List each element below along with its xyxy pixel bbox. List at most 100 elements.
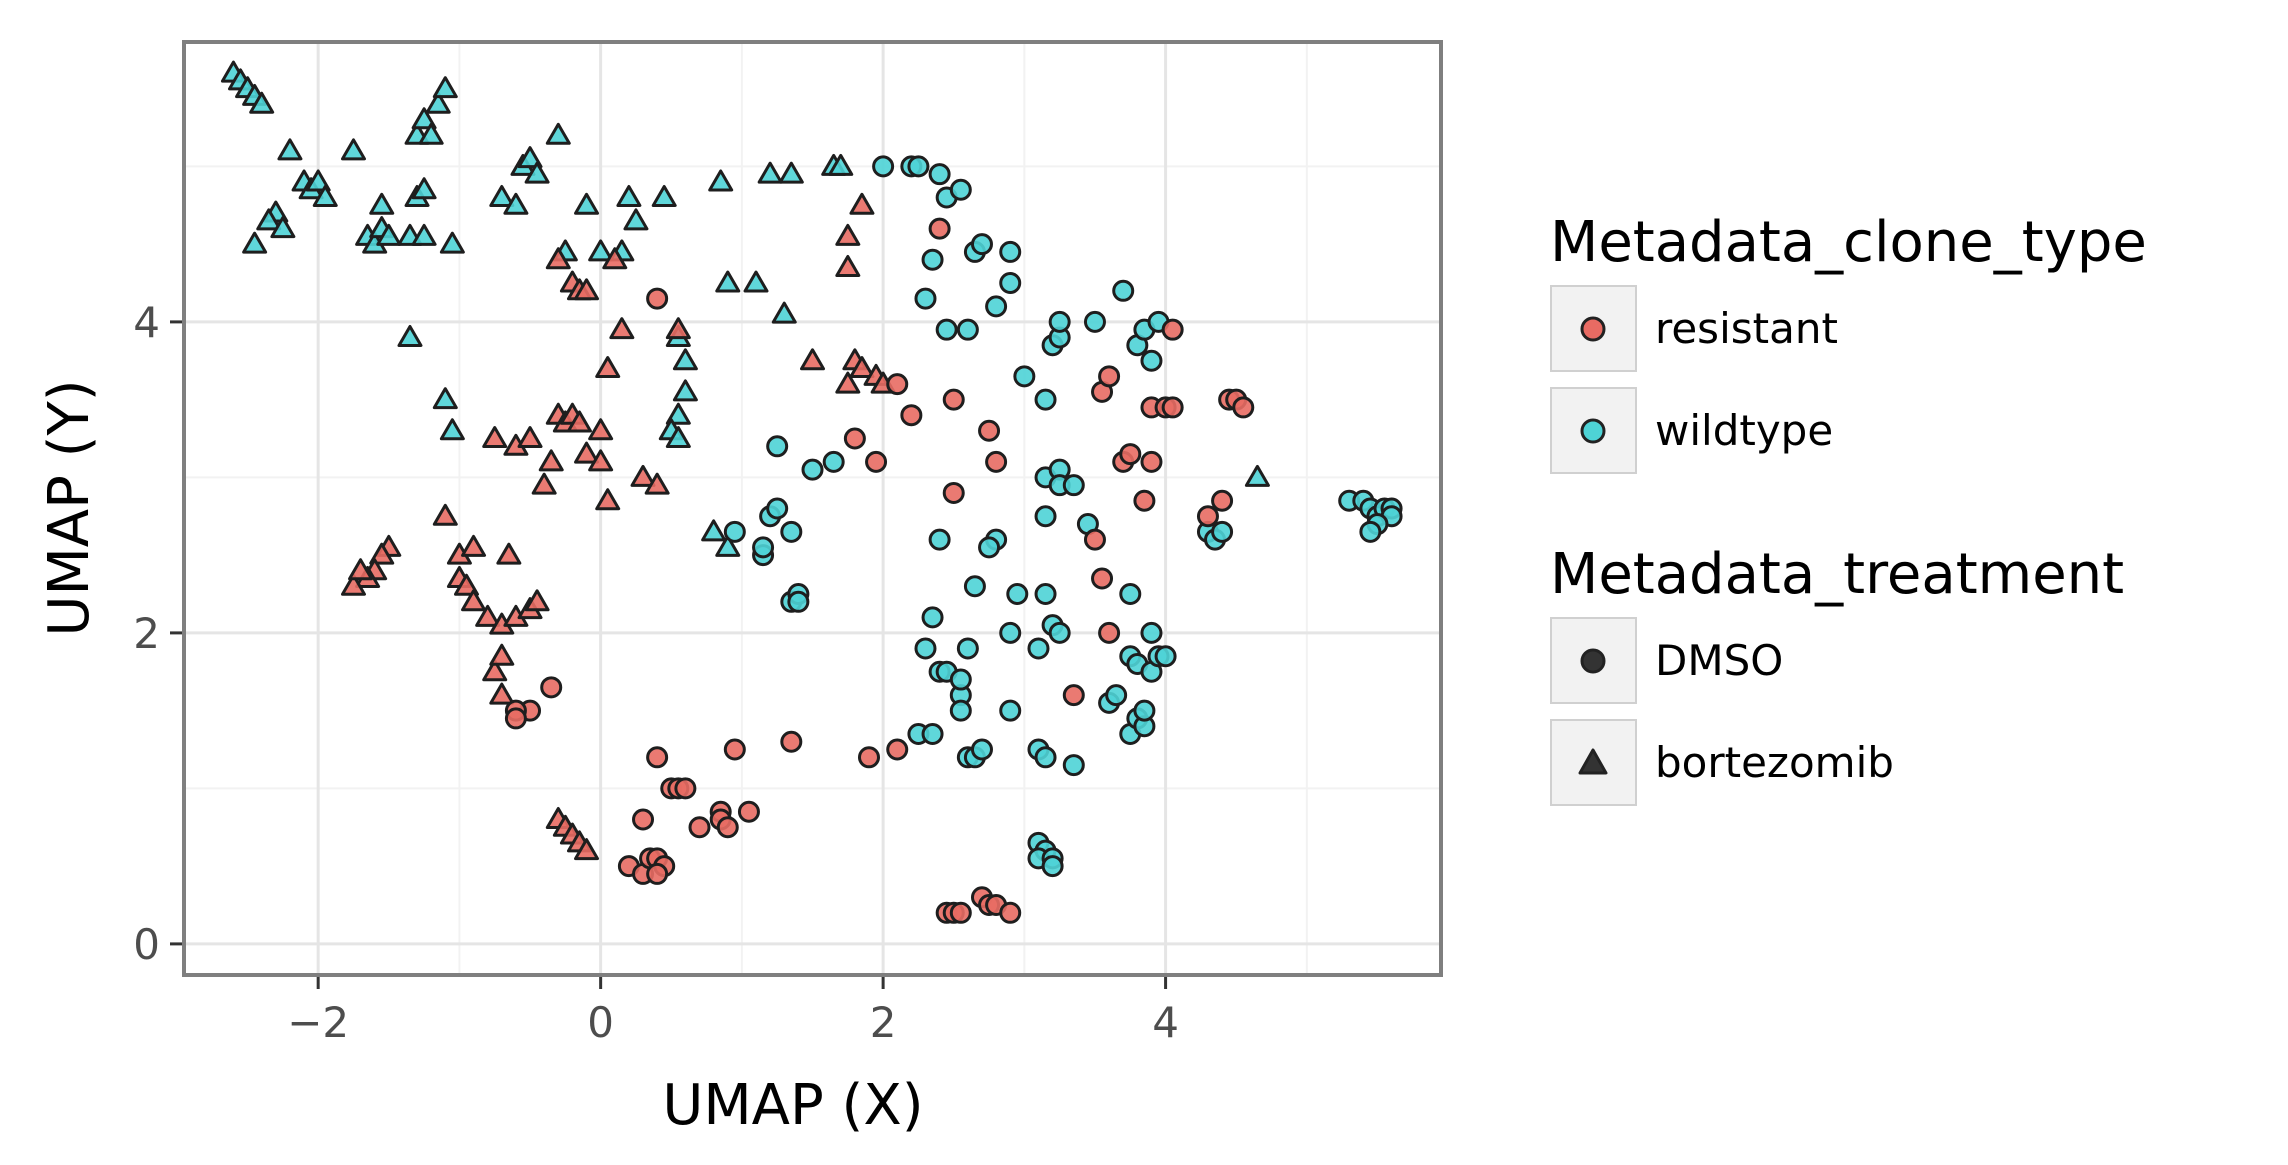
point-wildtype-dmso bbox=[999, 272, 1022, 295]
point-resistant-dmso bbox=[1119, 443, 1142, 466]
point-wildtype-dmso bbox=[970, 233, 993, 256]
point-wildtype-bortezomib bbox=[715, 270, 741, 293]
point-resistant-dmso bbox=[857, 746, 880, 769]
point-resistant-bortezomib bbox=[849, 356, 875, 379]
point-resistant-dmso bbox=[504, 707, 527, 730]
point-wildtype-dmso bbox=[1112, 279, 1135, 302]
point-wildtype-bortezomib bbox=[588, 239, 614, 262]
point-wildtype-dmso bbox=[914, 287, 937, 310]
point-resistant-bortezomib bbox=[835, 371, 861, 394]
point-resistant-bortezomib bbox=[489, 643, 515, 666]
point-resistant-bortezomib bbox=[496, 542, 522, 565]
point-wildtype-bortezomib bbox=[439, 418, 465, 441]
point-wildtype-dmso bbox=[1140, 349, 1163, 372]
point-resistant-dmso bbox=[780, 730, 803, 753]
point-resistant-bortezomib bbox=[595, 488, 621, 511]
point-wildtype-bortezomib bbox=[489, 185, 515, 207]
points-layer bbox=[220, 60, 1403, 924]
plot-border bbox=[182, 40, 1443, 977]
point-resistant-dmso bbox=[1196, 505, 1219, 528]
point-wildtype-dmso bbox=[1133, 699, 1156, 722]
point-resistant-bortezomib bbox=[835, 223, 861, 246]
point-wildtype-bortezomib bbox=[411, 177, 437, 200]
point-wildtype-dmso bbox=[970, 738, 993, 761]
point-resistant-dmso bbox=[1232, 396, 1255, 419]
point-resistant-dmso bbox=[886, 738, 909, 761]
legend-clone-type: Metadata_clone_type resistant wildtype bbox=[1550, 210, 2147, 474]
point-wildtype-dmso bbox=[801, 458, 824, 481]
point-resistant-dmso bbox=[886, 373, 909, 396]
point-wildtype-bortezomib bbox=[418, 122, 444, 145]
point-wildtype-dmso bbox=[914, 637, 937, 660]
x-tick-label: 2 bbox=[870, 998, 897, 1047]
y-axis-title: UMAP (Y) bbox=[37, 379, 102, 636]
point-resistant-bortezomib bbox=[453, 573, 479, 596]
point-resistant-dmso bbox=[1098, 621, 1121, 644]
point-wildtype-dmso bbox=[723, 520, 746, 543]
point-wildtype-dmso bbox=[1062, 754, 1085, 777]
point-resistant-dmso bbox=[646, 746, 669, 769]
point-resistant-bortezomib bbox=[538, 449, 564, 472]
legend-label-dmso: DMSO bbox=[1655, 636, 1783, 685]
point-wildtype-dmso bbox=[935, 318, 958, 341]
point-wildtype-dmso bbox=[921, 722, 944, 745]
point-resistant-dmso bbox=[646, 862, 669, 885]
point-resistant-dmso bbox=[942, 481, 965, 504]
point-resistant-bortezomib bbox=[644, 472, 670, 495]
y-tick-label: 2 bbox=[133, 609, 160, 658]
point-resistant-dmso bbox=[1091, 567, 1114, 590]
legend-treatment: Metadata_treatment DMSO bortezomib bbox=[1550, 542, 2124, 806]
point-wildtype-dmso bbox=[1013, 365, 1036, 388]
point-resistant-bortezomib bbox=[461, 589, 487, 612]
point-wildtype-bortezomib bbox=[651, 185, 677, 207]
point-resistant-bortezomib bbox=[531, 472, 557, 495]
point-resistant-bortezomib bbox=[665, 317, 691, 340]
point-resistant-dmso bbox=[1140, 450, 1163, 473]
point-wildtype-dmso bbox=[766, 435, 789, 458]
point-wildtype-bortezomib bbox=[757, 161, 783, 184]
point-resistant-dmso bbox=[999, 901, 1022, 924]
point-wildtype-dmso bbox=[1154, 645, 1177, 668]
point-wildtype-dmso bbox=[1083, 310, 1106, 333]
point-wildtype-dmso bbox=[1062, 474, 1085, 497]
y-tick-label: 0 bbox=[133, 920, 160, 969]
point-wildtype-dmso bbox=[1105, 684, 1128, 707]
point-wildtype-bortezomib bbox=[439, 231, 465, 254]
point-resistant-bortezomib bbox=[545, 247, 571, 270]
point-resistant-dmso bbox=[1062, 684, 1085, 707]
legend-label-resistant: resistant bbox=[1655, 304, 1838, 353]
point-wildtype-bortezomib bbox=[517, 146, 543, 169]
point-resistant-dmso bbox=[1083, 528, 1106, 551]
point-resistant-bortezomib bbox=[609, 317, 635, 340]
point-wildtype-dmso bbox=[766, 497, 789, 520]
point-wildtype-bortezomib bbox=[545, 122, 571, 145]
point-wildtype-dmso bbox=[985, 295, 1008, 318]
point-wildtype-dmso bbox=[921, 606, 944, 629]
point-wildtype-bortezomib bbox=[411, 223, 437, 246]
legend-key-resistant-marker bbox=[1580, 316, 1606, 342]
point-wildtype-dmso bbox=[1034, 505, 1057, 528]
legend-title-clone-type: Metadata_clone_type bbox=[1550, 210, 2147, 275]
point-resistant-dmso bbox=[865, 450, 888, 473]
point-resistant-bortezomib bbox=[835, 254, 861, 277]
point-wildtype-dmso bbox=[928, 163, 951, 186]
point-resistant-dmso bbox=[737, 800, 760, 823]
point-wildtype-bortezomib bbox=[771, 301, 797, 324]
point-wildtype-dmso bbox=[921, 248, 944, 271]
point-wildtype-bortezomib bbox=[340, 138, 366, 161]
point-wildtype-bortezomib bbox=[376, 223, 402, 246]
point-resistant-bortezomib bbox=[475, 604, 501, 627]
point-resistant-dmso bbox=[942, 388, 965, 411]
legend-key-bortezomib-marker bbox=[1578, 748, 1608, 775]
point-resistant-bortezomib bbox=[849, 192, 875, 215]
point-resistant-bortezomib bbox=[524, 589, 550, 612]
point-wildtype-dmso bbox=[1027, 637, 1050, 660]
point-wildtype-bortezomib bbox=[623, 208, 649, 231]
point-wildtype-bortezomib bbox=[411, 107, 437, 130]
point-resistant-bortezomib bbox=[588, 449, 614, 472]
point-resistant-dmso bbox=[646, 287, 669, 310]
point-wildtype-dmso bbox=[1359, 520, 1382, 543]
plot-panel bbox=[184, 42, 1441, 975]
legend-key-wildtype-marker bbox=[1580, 418, 1606, 444]
